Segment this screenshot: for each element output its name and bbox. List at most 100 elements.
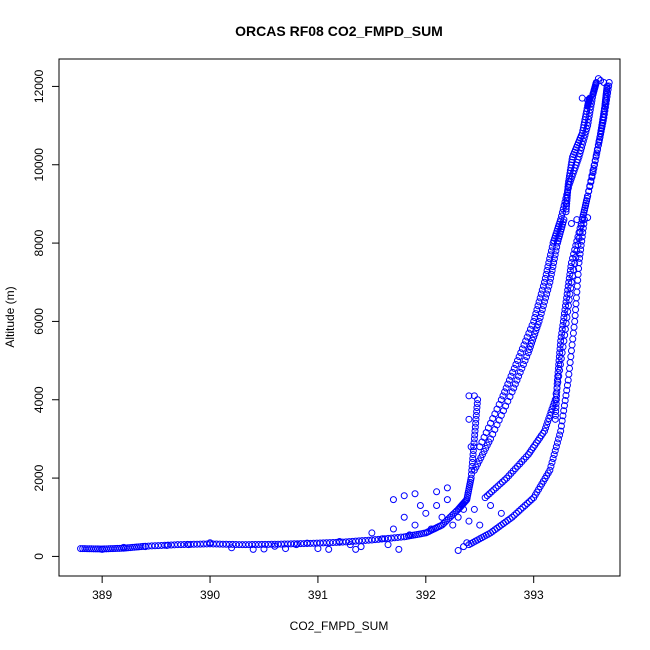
data-point (530, 317, 538, 325)
data-point (465, 392, 473, 400)
data-point (523, 353, 531, 361)
data-point (264, 540, 272, 548)
data-point (551, 251, 559, 259)
data-point (387, 534, 395, 542)
data-point (589, 167, 597, 175)
data-point (534, 302, 542, 310)
data-point (551, 415, 559, 423)
data-point (555, 435, 563, 443)
data-point (526, 342, 534, 350)
data-point (564, 282, 572, 290)
data-point (571, 312, 579, 320)
data-point (565, 370, 573, 378)
data-point (529, 336, 537, 344)
data-point (476, 521, 484, 529)
data-point (550, 259, 558, 267)
data-point (206, 539, 214, 547)
data-point (406, 531, 414, 539)
data-point (495, 400, 503, 408)
data-point (433, 502, 441, 509)
data-point (552, 404, 560, 412)
data-point (553, 243, 561, 251)
data-point (511, 465, 519, 473)
data-point (124, 544, 132, 552)
data-point (556, 345, 564, 353)
x-tick-label: 392 (416, 588, 436, 602)
data-point (368, 536, 376, 544)
data-point (553, 376, 561, 384)
data-point (546, 255, 554, 263)
data-point (163, 541, 171, 549)
data-point (510, 511, 518, 519)
plot-frame (58, 58, 621, 577)
data-point (567, 220, 575, 227)
data-point (531, 314, 539, 321)
data-point (92, 545, 100, 553)
data-point (345, 538, 353, 546)
data-point (473, 408, 481, 415)
data-point (352, 545, 360, 553)
data-point (487, 502, 495, 509)
data-point (514, 357, 522, 365)
data-point (554, 372, 562, 380)
data-point (560, 314, 568, 321)
data-point (507, 469, 515, 477)
data-point (552, 247, 560, 255)
data-point (184, 541, 192, 549)
data-point (525, 498, 533, 506)
data-point (361, 536, 369, 544)
data-point (605, 82, 613, 90)
data-point (228, 544, 236, 552)
data-point (515, 507, 523, 515)
data-points (77, 75, 613, 555)
data-point (501, 476, 509, 484)
data-point (394, 533, 402, 541)
data-point (562, 298, 570, 306)
data-point (271, 542, 279, 550)
data-point (520, 341, 528, 349)
data-point (571, 317, 579, 325)
data-point (536, 294, 544, 302)
data-point (329, 539, 337, 547)
data-point (567, 259, 575, 267)
data-point (502, 384, 510, 392)
data-point (577, 241, 585, 249)
data-point (566, 267, 574, 274)
y-tick-label: 10000 (32, 148, 46, 182)
data-point (542, 424, 550, 432)
data-point (561, 397, 569, 405)
data-point (558, 209, 566, 217)
data-point (505, 376, 513, 384)
data-point (513, 376, 521, 384)
data-point (535, 317, 543, 325)
data-point (564, 286, 572, 294)
data-point (505, 472, 513, 480)
data-point (540, 298, 548, 306)
data-point (576, 224, 584, 232)
data-point (560, 310, 568, 318)
data-point (512, 361, 520, 368)
data-point (528, 321, 536, 329)
data-point (515, 353, 523, 361)
data-point (504, 380, 512, 388)
data-point (559, 412, 567, 420)
data-point (549, 455, 557, 462)
x-tick-label: 391 (308, 588, 328, 602)
data-point (547, 247, 555, 255)
data-point (517, 349, 525, 357)
data-point (506, 393, 514, 401)
data-point (167, 541, 175, 549)
data-point (465, 415, 473, 423)
data-point (547, 462, 555, 470)
data-point (553, 380, 561, 388)
data-point (511, 380, 519, 388)
y-axis-label: Altitude (m) (3, 286, 17, 347)
data-point (443, 484, 451, 492)
data-point (553, 388, 561, 396)
data-point (391, 534, 399, 542)
data-point (574, 233, 582, 241)
data-point (518, 458, 526, 466)
data-point (515, 372, 523, 380)
data-point (470, 435, 478, 443)
